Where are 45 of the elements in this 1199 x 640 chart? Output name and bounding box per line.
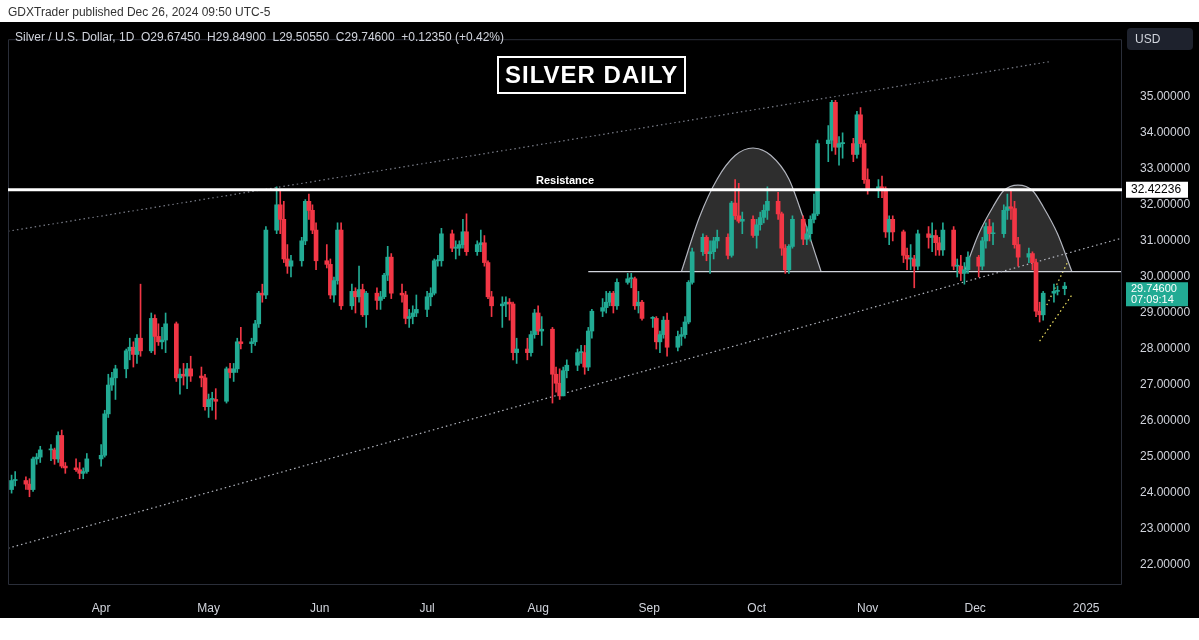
text: 32.42236: [1131, 182, 1182, 197]
x-tick-label: Oct: [747, 600, 767, 615]
x-tick-label: 2025: [1072, 600, 1100, 615]
candlestick: [990, 222, 996, 245]
candlestick: [650, 316, 656, 328]
y-tick-label: 35.00000: [1140, 89, 1191, 104]
chart-subtitle: Silver / U.S. Dollar, 1D O29.67450 H29.84900 L29.50550 C29.74600 +0.12350 (+0.42%): [15, 30, 504, 44]
x-tick-label: Aug: [527, 600, 549, 615]
candlestick: [478, 229, 484, 253]
candlestick: [406, 309, 412, 328]
text: GDXTrader published Dec 26, 2024 09:50 UTC-5: [8, 5, 271, 19]
y-tick-label: 34.00000: [1140, 125, 1191, 140]
candlestick: [707, 240, 713, 274]
text: USD: [1127, 28, 1193, 50]
ref-line-label: Resistance: [535, 174, 595, 187]
x-tick-label: May: [197, 600, 220, 615]
y-tick-label: 22.00000: [1140, 557, 1191, 572]
x-tick-label: Jul: [419, 600, 435, 615]
y-tick-label: 33.00000: [1140, 161, 1191, 176]
y-tick-label: 28.00000: [1140, 341, 1191, 356]
candlestick: [739, 211, 745, 235]
x-tick-label: Apr: [91, 600, 111, 615]
candlestick: [213, 388, 219, 420]
x-tick-label: Sep: [638, 600, 661, 615]
text: 07:09:14: [1131, 293, 1174, 306]
y-tick-label: 29.00000: [1140, 305, 1191, 320]
y-tick-label: 31.00000: [1140, 233, 1191, 248]
candlestick: [736, 182, 742, 224]
text: 29.74600: [1131, 281, 1177, 294]
x-tick-label: Nov: [857, 600, 879, 615]
candlestick: [499, 296, 505, 328]
candlestick: [539, 316, 545, 346]
y-tick-label: 27.00000: [1140, 377, 1191, 392]
y-tick-label: 25.00000: [1140, 449, 1191, 464]
candlestick: [1062, 282, 1068, 296]
x-tick-label: Jun: [309, 600, 330, 615]
y-tick-label: 32.00000: [1140, 197, 1191, 212]
x-tick-label: Dec: [964, 600, 986, 615]
text: SILVER DAILY: [497, 56, 687, 94]
y-tick-label: 23.00000: [1140, 521, 1191, 536]
candlestick: [238, 327, 244, 350]
candlestick: [836, 136, 842, 166]
y-tick-label: 26.00000: [1140, 413, 1191, 428]
y-tick-label: 30.00000: [1140, 269, 1191, 284]
y-tick-label: 24.00000: [1140, 485, 1191, 500]
